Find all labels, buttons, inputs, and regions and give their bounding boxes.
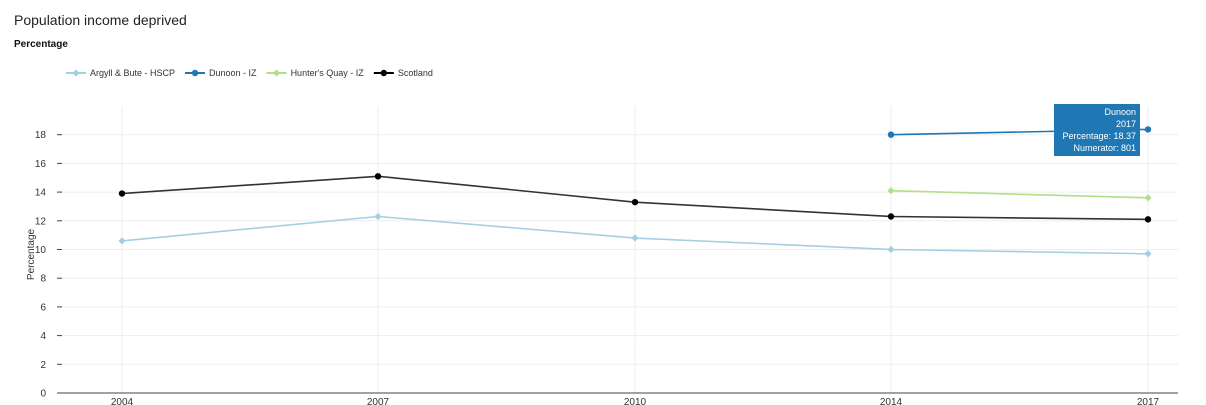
data-point-argyll-bute-hscp-2010[interactable] <box>631 234 639 242</box>
legend-item-scotland[interactable]: Scotland <box>373 68 433 78</box>
legend-item-dunoon-iz[interactable]: Dunoon - IZ <box>185 68 257 78</box>
y-tick-label: 12 <box>35 216 47 227</box>
tooltip-line-3: Numerator: 801 <box>1073 143 1136 153</box>
y-tick-label: 4 <box>40 331 46 342</box>
series-argyll-bute-hscp <box>118 212 1152 258</box>
data-point-dunoon-iz-2014[interactable] <box>887 131 895 138</box>
data-point-argyll-bute-hscp-2007[interactable] <box>374 212 382 221</box>
y-axis-label: Percentage <box>26 228 37 280</box>
axes: 0 2 4 6 8 10 12 14 16 18 2004 2007 2010 2014 2017 Perce… <box>26 130 1178 405</box>
legend-item-argyll-bute-hscp[interactable]: Argyll & Bute - HSCP <box>66 68 175 78</box>
data-point-scotland-2010[interactable] <box>631 198 639 206</box>
y-tick-label: 6 <box>40 302 46 313</box>
chart-subtitle: Percentage <box>14 39 68 50</box>
data-point-hunter-s-quay-iz-2017[interactable] <box>1144 194 1152 202</box>
y-tick-label: 8 <box>40 274 46 285</box>
tooltip-line-1: 2017 <box>1116 119 1136 129</box>
data-point-hunter-s-quay-iz-2014[interactable] <box>887 187 895 195</box>
x-tick-label: 2014 <box>880 397 903 405</box>
data-point-argyll-bute-hscp-2017[interactable] <box>1144 250 1152 258</box>
legend-item-hunter-s-quay-iz[interactable]: Hunter's Quay - IZ <box>266 68 365 78</box>
y-tick-label: 14 <box>35 188 47 199</box>
data-point-scotland-2004[interactable] <box>118 190 126 197</box>
x-tick-label: 2007 <box>367 397 390 405</box>
data-point-scotland-2017[interactable] <box>1144 216 1152 223</box>
legend-swatch-marker[interactable] <box>380 69 388 77</box>
legend[interactable]: Argyll & Bute - HSCP Dunoon - IZ Hunter's … <box>66 68 433 78</box>
chart-title: Population income deprived <box>14 12 187 28</box>
legend-swatch-marker[interactable] <box>191 69 199 77</box>
tooltip-line-2: Percentage: 18.37 <box>1062 131 1136 141</box>
data-point-argyll-bute-hscp-2014[interactable] <box>887 245 895 254</box>
tooltip: Dunoon 2017 Percentage: 18.37 Numerator: 80… <box>1054 104 1140 156</box>
data-point-scotland-2007[interactable] <box>374 173 382 180</box>
series-scotland <box>118 173 1152 223</box>
x-tick-label: 2004 <box>111 397 134 405</box>
legend-label: Scotland <box>398 68 433 78</box>
grid <box>62 106 1178 393</box>
y-tick-label: 10 <box>35 245 47 256</box>
y-tick-label: 18 <box>35 130 47 141</box>
y-tick-label: 2 <box>40 360 46 371</box>
legend-label: Hunter's Quay - IZ <box>291 68 365 78</box>
legend-label: Dunoon - IZ <box>209 68 257 78</box>
legend-label: Argyll & Bute - HSCP <box>90 68 175 78</box>
data-point-dunoon-iz-2017[interactable] <box>1144 126 1152 133</box>
x-tick-label: 2010 <box>624 397 647 405</box>
y-tick-label: 0 <box>40 389 46 400</box>
legend-swatch-marker[interactable] <box>72 69 80 77</box>
legend-swatch-marker[interactable] <box>272 69 281 77</box>
data-point-scotland-2014[interactable] <box>887 213 895 220</box>
series-line-hunter-s-quay-iz <box>890 189 1149 199</box>
y-tick-label: 16 <box>35 159 47 170</box>
tooltip-line-0: Dunoon <box>1104 107 1136 117</box>
series-hunter-s-quay-iz <box>887 187 1152 202</box>
data-point-argyll-bute-hscp-2004[interactable] <box>118 237 126 245</box>
x-tick-label: 2017 <box>1137 397 1160 405</box>
tooltip-box <box>1054 104 1140 156</box>
